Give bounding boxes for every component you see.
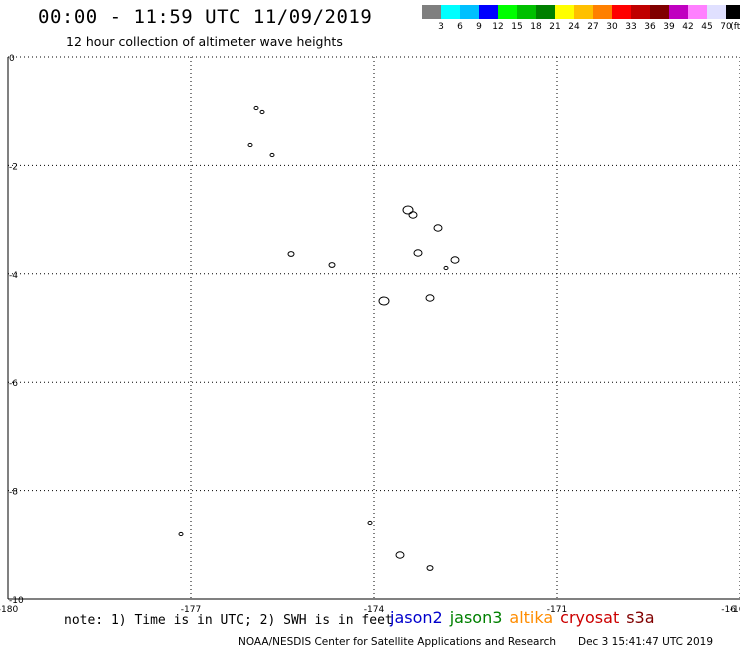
colorbar-tick-label: 30 (606, 22, 618, 32)
x-tick-label: -171 (547, 605, 567, 615)
colorbar-swatch (688, 5, 707, 19)
colorbar-tick-label: 21 (549, 22, 561, 32)
footer-timestamp: Dec 3 15:41:47 UTC 2019 (578, 636, 714, 648)
island-outline (426, 565, 434, 571)
legend: jason2 jason3 altika cryosat s3a (390, 608, 662, 627)
island-outline (259, 109, 265, 115)
colorbar-swatch (555, 5, 574, 19)
x-tick-label: -180 (0, 605, 18, 615)
colorbar-swatch (441, 5, 460, 19)
x-tick-label: -174 (364, 605, 385, 615)
y-tick-label: 0 (9, 54, 15, 64)
colorbar-tick-label: 27 (587, 22, 599, 32)
footer-credit: NOAA/NESDIS Center for Satellite Applica… (238, 636, 556, 648)
x-tick-label: -16 (721, 605, 736, 615)
tick-labels: -180 -177 -174 -171 -168-16 0 -2 -4 -6 -8 -10 (0, 54, 740, 615)
island-outline (408, 211, 418, 219)
island-outline (247, 142, 253, 148)
colorbar-swatch (460, 5, 479, 19)
colorbar-tick-label: 33 (625, 22, 637, 32)
island-outlines (178, 105, 460, 571)
colorbar-swatch (612, 5, 631, 19)
island-outline (443, 265, 449, 271)
island-outline (395, 551, 405, 559)
island-outline (328, 262, 336, 268)
legend-item-altika: altika (509, 608, 554, 627)
island-outline (378, 296, 390, 306)
legend-item-jason2: jason2 (390, 608, 443, 627)
island-outline (413, 249, 423, 257)
x-tick-label: -177 (181, 605, 201, 615)
chart-subtitle: 12 hour collection of altimeter wave hei… (66, 34, 343, 49)
grid-lines (8, 56, 740, 599)
legend-item-jason3: jason3 (449, 608, 503, 627)
colorbar-swatch (574, 5, 593, 19)
colorbar-swatch (498, 5, 517, 19)
colorbar-tick-label: 12 (492, 22, 504, 32)
colorbar-swatch (726, 5, 740, 19)
axes (7, 57, 740, 600)
legend-item-cryosat: cryosat (560, 608, 620, 627)
island-outline (269, 152, 275, 158)
colorbar-tick-label: 3 (438, 22, 444, 32)
island-outline (178, 531, 184, 537)
colorbar-swatch (631, 5, 650, 19)
colorbar-swatch (517, 5, 536, 19)
colorbar-tick-label: 36 (644, 22, 656, 32)
y-tick-label: -2 (9, 162, 18, 172)
island-outline (433, 224, 443, 232)
colorbar-swatch (593, 5, 612, 19)
colorbar-tick-label: 70 (720, 22, 732, 32)
colorbar (422, 5, 740, 19)
colorbar-swatch (536, 5, 555, 19)
y-tick-label: -8 (9, 488, 18, 498)
island-outline (253, 105, 259, 111)
colorbar-tick-label: 45 (701, 22, 713, 32)
colorbar-tick-label: 42 (682, 22, 694, 32)
colorbar-tick-label: 9 (476, 22, 482, 32)
colorbar-tick-label: (ft) (730, 22, 740, 32)
island-outline (287, 251, 295, 257)
colorbar-tick-label: 18 (530, 22, 542, 32)
x-tick-label: -168 (730, 605, 740, 615)
legend-item-s3a: s3a (626, 608, 655, 627)
colorbar-tick-label: 39 (663, 22, 675, 32)
note-text: note: 1) Time is in UTC; 2) SWH is in fe… (64, 613, 393, 628)
y-tick-label: -10 (9, 596, 24, 606)
colorbar-swatch (650, 5, 669, 19)
island-outline (425, 294, 435, 302)
island-outline (367, 520, 373, 526)
island-outline (450, 256, 460, 264)
colorbar-tick-label: 15 (511, 22, 523, 32)
colorbar-swatch (707, 5, 726, 19)
y-tick-label: -4 (9, 271, 18, 281)
island-outline (402, 205, 414, 215)
colorbar-swatch (479, 5, 498, 19)
colorbar-tick-label: 24 (568, 22, 580, 32)
chart-title: 00:00 - 11:59 UTC 11/09/2019 (38, 6, 373, 28)
colorbar-swatch (422, 5, 441, 19)
colorbar-swatch (669, 5, 688, 19)
y-tick-label: -6 (9, 379, 18, 389)
colorbar-tick-label: 6 (457, 22, 463, 32)
